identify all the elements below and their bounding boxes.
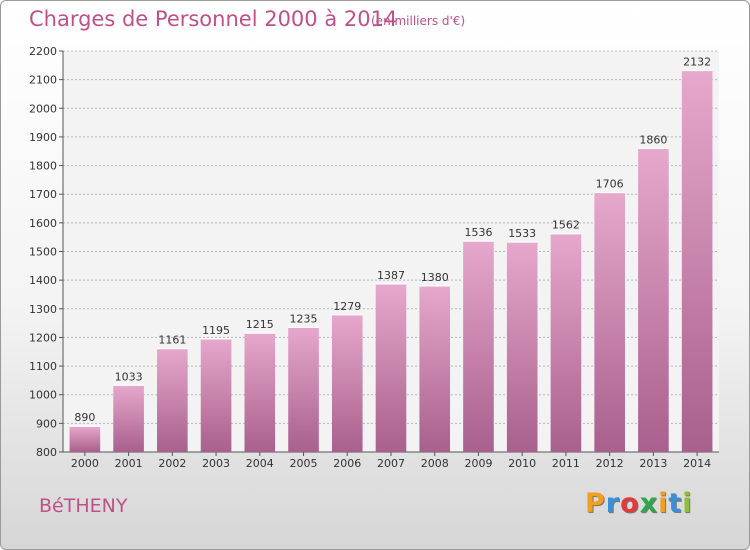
value-label: 1860 [639,133,667,146]
x-tick-label: 2012 [596,457,624,470]
value-label: 1215 [246,318,274,331]
x-tick-label: 2002 [158,457,186,470]
commune-name: BéTHENY [39,495,128,517]
x-tick-label: 2011 [552,457,580,470]
y-tick-label: 1000 [29,389,57,402]
y-tick-label: 1200 [29,331,57,344]
value-label: 1533 [508,227,536,240]
bar [331,314,363,452]
y-tick-label: 1600 [29,217,57,230]
bar [463,241,494,452]
y-tick-label: 900 [36,417,57,430]
y-tick-label: 1800 [29,160,57,173]
logo-letter: i [682,488,693,519]
value-label: 1161 [158,334,186,347]
bar [157,348,188,452]
y-tick-label: 1400 [29,274,57,287]
value-label: 1195 [202,324,230,337]
y-tick-label: 2000 [29,102,57,115]
bar [200,338,232,452]
bar [506,242,538,452]
x-tick-label: 2001 [115,457,143,470]
value-label: 1279 [333,300,361,313]
bar [419,285,451,452]
bar [244,333,276,452]
value-label: 2132 [683,55,711,68]
logo-letter: i [658,488,669,519]
x-tick-label: 2006 [333,457,361,470]
y-tick-label: 1900 [29,131,57,144]
x-tick-label: 2009 [464,457,492,470]
logo-letter: x [639,488,659,519]
logo-letter: P [585,488,606,519]
x-tick-label: 2005 [290,457,318,470]
y-tick-label: 2100 [29,74,57,87]
bar [594,192,625,452]
value-label: 1235 [290,312,318,325]
logo-letter: o [620,488,640,519]
value-label: 1706 [596,177,624,190]
value-label: 890 [74,411,95,424]
logo-letter: r [605,488,621,519]
value-label: 1380 [421,271,449,284]
bar [550,233,582,452]
proxiti-logo: Proxiti [585,488,693,519]
bar [681,70,713,452]
bar [638,148,669,452]
x-tick-label: 2014 [683,457,711,470]
x-tick-label: 2003 [202,457,230,470]
x-tick-label: 2013 [639,457,667,470]
y-tick-label: 1100 [29,360,57,373]
y-tick-label: 1300 [29,303,57,316]
bar [69,426,101,452]
y-tick-label: 800 [36,446,57,459]
chart-title: Charges de Personnel 2000 à 2014 [29,7,398,31]
value-label: 1387 [377,269,405,282]
value-label: 1033 [115,370,143,383]
logo-letter: t [668,488,683,519]
bar [375,283,407,452]
bar [113,385,144,452]
y-tick-label: 1700 [29,188,57,201]
y-tick-label: 1500 [29,246,57,259]
x-tick-label: 2008 [421,457,449,470]
chart-unit: (en milliers d'€) [371,14,466,28]
x-tick-label: 2004 [246,457,274,470]
value-label: 1562 [552,219,580,232]
bar [288,327,319,452]
x-tick-label: 2000 [71,457,99,470]
x-tick-label: 2010 [508,457,536,470]
value-label: 1536 [464,226,492,239]
x-tick-label: 2007 [377,457,405,470]
y-tick-label: 2200 [29,45,57,58]
